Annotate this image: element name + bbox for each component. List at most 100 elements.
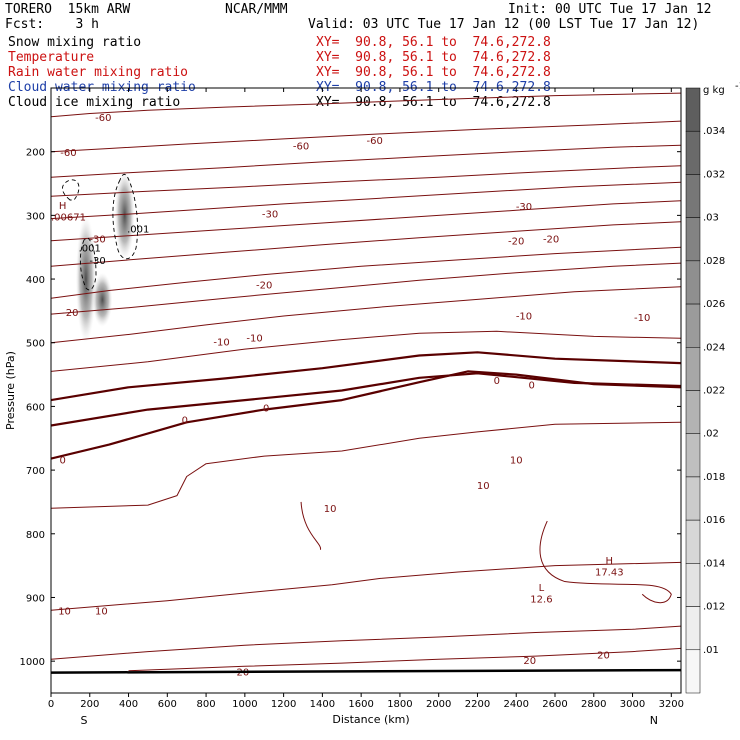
dashed-contour [62,179,80,201]
y-tick-label: 800 [26,530,45,541]
field-xy-cloud-ice: XY= 90.8, 56.1 to 74.6,272.8 [316,95,551,110]
isotherm-line [51,330,681,372]
center-title: NCAR/MMM [225,2,288,17]
colorbar-swatch [685,217,701,262]
colorbar-swatch [685,476,701,521]
isotherm-label: 20 [237,668,250,679]
shaded-column [92,272,113,327]
x-tick-label: 1200 [271,699,296,710]
y-tick-label: 900 [26,593,45,604]
isotherm-line [51,262,681,315]
field-label-snow: Snow mixing ratio [8,35,142,50]
isotherm-contours [51,92,681,672]
colorbar-swatch [685,260,701,305]
colorbar-swatch [685,174,701,218]
x-tick-label: 1600 [348,699,373,710]
isotherm-label: -20 [256,280,272,291]
colorbar-swatch [685,130,701,175]
isotherm-label: -30 [262,210,278,221]
y-tick-label: 600 [26,402,45,413]
colorbar-unit: g kg [703,85,725,96]
isotherm-label: 0 [182,415,188,426]
x-tick-label: 2000 [426,699,451,710]
isotherm-line [51,372,681,427]
isotherm-label: -20 [543,235,559,246]
plot-frame [50,87,682,694]
y-tick-label: 1000 [20,657,45,668]
isotherm-line [51,200,681,242]
colorbar-tick-label: .02 [703,429,719,440]
isotherm-line [51,561,681,611]
extremum-label: 17.43 [595,568,624,579]
isotherm-label: 10 [324,504,337,515]
y-axis-label: Pressure (hPa) [4,351,17,430]
x-axis-label: Distance (km) [332,713,409,726]
colorbar-swatch [685,390,701,434]
south-end-label: S [80,714,87,727]
shaded-column [114,170,135,260]
isotherm-label: -60 [60,148,76,159]
field-label-rain: Rain water mixing ratio [8,65,189,80]
contour-labels: -60 -60 -60 -60 -30 -30 -30 -20 -20 -20 -20 -10 -10 -… [51,113,650,679]
isotherm-label: 10 [477,481,490,492]
x-tick-label: 1800 [387,699,412,710]
isotherm-line [51,286,681,344]
colorbar-tick-label: .012 [703,602,725,613]
model-title: TORERO 15km ARW [5,2,131,17]
isotherm-label: 10 [95,606,108,617]
extremum-label: H [606,556,614,567]
isotherm-label: -60 [293,142,309,153]
colorbar-tick-label: .016 [703,515,725,526]
colorbar-tick-label: .032 [703,169,725,180]
isotherm-label: -20 [508,236,524,247]
isotherm-label: -60 [367,136,383,147]
extremum-label: 12.6 [530,594,552,605]
isotherm-line [539,520,672,604]
isotherm-line [51,144,681,178]
isotherm-line [51,351,681,402]
x-tick-label: 800 [197,699,216,710]
mixing-ratio-label: .001 [127,224,149,235]
x-tick-label: 400 [119,699,138,710]
isotherm-label: -60 [95,113,111,124]
valid-time: Valid: 03 UTC Tue 17 Jan 12 (00 LST Tue … [308,17,700,32]
isotherm-line [51,625,681,660]
isotherm-label: 0 [59,456,65,467]
colorbar-unit-exponent: -1 [735,81,740,92]
isotherm-line [51,120,681,153]
y-tick-label: 200 [26,148,45,159]
forecast-hour: Fcst: 3 h [5,17,99,32]
colorbar: .034 .032 .03 .028 .026 .024 .022 .02 .018 .016 .0… [685,81,740,694]
colorbar-swatch [685,606,701,651]
terrain-line [50,668,682,674]
isotherm-label: 10 [58,606,71,617]
colorbar-tick-label: .03 [703,213,719,224]
isotherm-line [51,181,681,220]
north-end-label: N [650,714,658,727]
colorbar-tick-label: .024 [703,342,725,353]
colorbar-tick-label: .014 [703,558,725,569]
field-label-cloud-ice: Cloud ice mixing ratio [8,95,181,110]
extremum-label: H [59,201,67,212]
x-tick-label: 200 [80,699,99,710]
x-tick-label: 2400 [504,699,529,710]
init-time: Init: 00 UTC Tue 17 Jan 12 [508,2,712,17]
colorbar-tick-label: .018 [703,472,725,483]
x-tick-label: 1400 [310,699,335,710]
field-xy-temperature: XY= 90.8, 56.1 to 74.6,272.8 [316,50,551,65]
x-tick-label: 2200 [465,699,490,710]
isotherm-label: -10 [634,313,650,324]
field-xy-rain: XY= 90.8, 56.1 to 74.6,272.8 [316,65,551,80]
mixing-ratio-label: -30 [89,256,105,267]
extremum-label: .00671 [51,212,86,223]
isotherm-label: -10 [516,312,532,323]
colorbar-swatch [685,347,701,391]
isotherm-label: -10 [246,333,262,344]
x-tick-label: 600 [158,699,177,710]
isotherm-label: 0 [263,403,269,414]
field-xy-snow: XY= 90.8, 56.1 to 74.6,272.8 [316,35,551,50]
colorbar-swatch [685,433,701,478]
x-tick-label: 1000 [232,699,257,710]
isotherm-label: 20 [597,650,610,661]
